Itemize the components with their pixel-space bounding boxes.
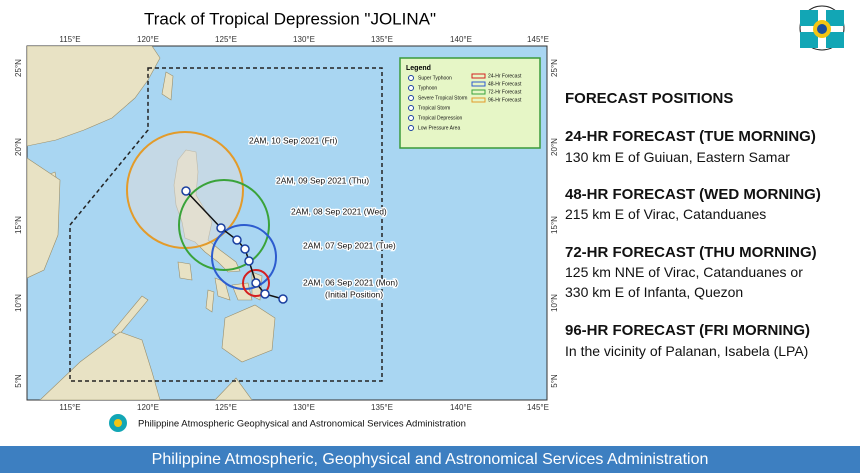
map-title: Track of Tropical Depression "JOLINA" <box>144 9 436 28</box>
legend-item: Low Pressure Area <box>418 125 460 131</box>
lat-label: 20°N <box>550 138 559 156</box>
footer: Philippine Atmospheric, Geophysical and … <box>0 446 860 473</box>
forecast-title: 72-HR FORECAST (THU MORNING) <box>565 244 817 261</box>
legend: Legend Super Typhoon Typhoon Severe Trop… <box>399 57 541 149</box>
lat-label: 10°N <box>550 294 559 312</box>
lon-label: 135°E <box>371 403 393 412</box>
track-label: 2AM, 09 Sep 2021 (Thu) <box>276 175 369 185</box>
lon-label: 120°E <box>137 403 159 412</box>
legend-item: 48-Hr Forecast <box>488 81 522 87</box>
lat-label: 25°N <box>14 59 23 77</box>
lat-label: 5°N <box>550 374 559 388</box>
credit: Philippine Atmospheric Geophysical and A… <box>138 419 466 430</box>
track-label: 2AM, 06 Sep 2021 (Mon) <box>303 277 398 287</box>
par-boundary <box>69 67 383 382</box>
legend-item: 96-Hr Forecast <box>488 97 522 103</box>
lat-label: 20°N <box>14 138 23 156</box>
forecast-title: 48-HR FORECAST (WED MORNING) <box>565 186 821 203</box>
legend-item: Tropical Depression <box>418 115 462 121</box>
panel-heading: FORECAST POSITIONS <box>565 90 734 107</box>
legend-title: Legend <box>406 65 431 72</box>
lon-label: 135°E <box>371 35 393 44</box>
land <box>27 46 276 400</box>
lon-label: 140°E <box>450 403 472 412</box>
track-note: (Initial Position) <box>325 289 383 299</box>
forecast-title: 96-HR FORECAST (FRI MORNING) <box>565 322 810 339</box>
lat-label: 10°N <box>14 294 23 312</box>
track-points <box>181 186 288 304</box>
lon-label: 120°E <box>137 35 159 44</box>
forecast-line: 330 km E of Infanta, Quezon <box>565 284 744 300</box>
lon-label: 130°E <box>293 403 315 412</box>
lon-label: 125°E <box>215 35 237 44</box>
lon-label: 140°E <box>450 35 472 44</box>
lon-label: 130°E <box>293 35 315 44</box>
lon-label: 115°E <box>59 403 80 412</box>
lon-label: 145°E <box>527 35 549 44</box>
map-figure: Track of Tropical Depression "JOLINA" 11… <box>14 5 845 432</box>
forecast-line: 215 km E of Virac, Catanduanes <box>565 206 767 222</box>
forecast-line: 125 km NNE of Virac, Catanduanes or <box>565 264 803 280</box>
lat-label: 5°N <box>14 374 23 388</box>
legend-item: Tropical Storm <box>418 105 450 111</box>
lat-label: 15°N <box>550 216 559 234</box>
lat-label: 15°N <box>14 216 23 234</box>
credit-logo <box>109 414 127 432</box>
lat-label: 25°N <box>550 59 559 77</box>
track-label: 2AM, 10 Sep 2021 (Fri) <box>249 135 338 145</box>
lon-label: 145°E <box>527 403 549 412</box>
lon-label: 125°E <box>215 403 237 412</box>
lon-label: 115°E <box>59 35 80 44</box>
legend-item: Severe Tropical Storm <box>418 95 467 101</box>
forecast-line: In the vicinity of Palanan, Isabela (LPA… <box>565 343 809 359</box>
legend-item: Typhoon <box>418 85 437 91</box>
logo <box>799 5 845 51</box>
forecast-title: 24-HR FORECAST (TUE MORNING) <box>565 128 816 145</box>
track-label: 2AM, 08 Sep 2021 (Wed) <box>291 206 387 216</box>
legend-item: Super Typhoon <box>418 75 452 81</box>
forecast-line: 130 km E of Guiuan, Eastern Samar <box>565 149 790 165</box>
legend-item: 72-Hr Forecast <box>488 89 522 95</box>
track-label: 2AM, 07 Sep 2021 (Tue) <box>303 240 396 250</box>
legend-item: 24-Hr Forecast <box>488 73 522 79</box>
